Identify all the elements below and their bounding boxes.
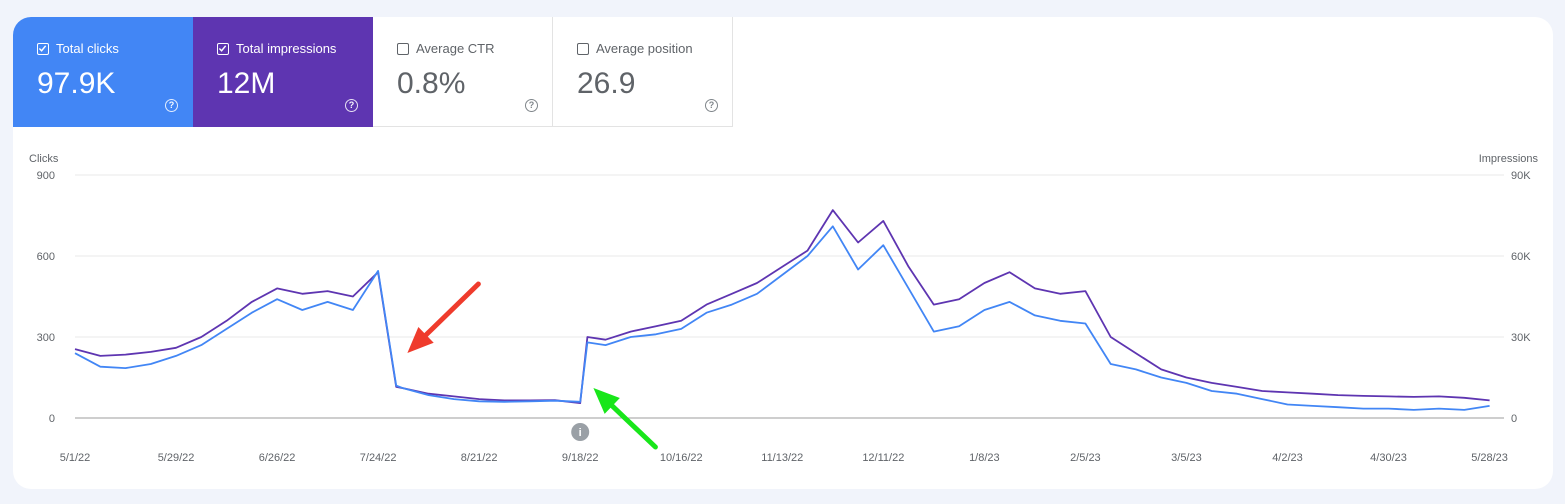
red-arrow <box>407 281 481 353</box>
checkbox-checked-icon[interactable] <box>217 43 229 55</box>
x-tick-label: 4/30/23 <box>1370 452 1407 464</box>
metric-value: 97.9K <box>37 67 116 100</box>
y-left-tick-label: 300 <box>37 332 55 344</box>
gridlines <box>75 174 1504 419</box>
y-right-tick-label: 60K <box>1511 251 1531 263</box>
help-icon[interactable]: ? <box>165 99 178 112</box>
metric-label: Average CTR <box>416 41 495 56</box>
y-axis-ticks: 0 300 600 900 0 30K 60K 90K <box>37 170 1532 425</box>
info-icon[interactable]: i <box>571 423 590 441</box>
performance-card: Total clicks 97.9K ? Total impressions 1… <box>13 17 1553 489</box>
metric-label: Total clicks <box>56 41 119 56</box>
performance-chart: Clicks Impressions 0300600900030K60K90K … <box>29 153 1539 464</box>
annotations: i <box>407 281 658 450</box>
checkbox-unchecked-icon[interactable] <box>397 43 409 55</box>
metric-total-impressions[interactable]: Total impressions 12M ? <box>193 17 373 127</box>
x-tick-label: 10/16/22 <box>660 452 703 464</box>
x-tick-label: 12/11/22 <box>862 452 904 464</box>
metric-value: 12M <box>217 67 276 100</box>
x-tick-label: 8/21/22 <box>461 452 498 464</box>
help-icon[interactable]: ? <box>705 99 718 112</box>
help-icon[interactable]: ? <box>345 99 358 112</box>
x-tick-label: 6/26/22 <box>259 452 296 464</box>
x-tick-label: 5/1/22 <box>60 452 91 464</box>
x-tick-label: 5/28/23 <box>1471 452 1508 464</box>
x-tick-label: 1/8/23 <box>969 452 1000 464</box>
x-tick-label: 4/2/23 <box>1272 452 1303 464</box>
y-left-tick-label: 900 <box>37 170 55 182</box>
series-line-clicks <box>74 225 1490 411</box>
metric-label: Total impressions <box>236 41 337 56</box>
y-right-tick-label: 30K <box>1511 332 1531 344</box>
y-right-tick-label: 90K <box>1511 170 1531 182</box>
svg-text:i: i <box>579 427 582 439</box>
metric-label: Average position <box>596 41 693 56</box>
metric-total-clicks[interactable]: Total clicks 97.9K ? <box>13 17 193 127</box>
x-tick-label: 9/18/22 <box>562 452 599 464</box>
x-tick-label: 11/13/22 <box>761 452 803 464</box>
y-left-tick-label: 0 <box>49 413 55 425</box>
metric-value: 26.9 <box>577 67 636 100</box>
y-right-tick-label: 0 <box>1511 413 1517 425</box>
right-axis-title: Impressions <box>1479 153 1539 165</box>
metric-average-ctr[interactable]: Average CTR 0.8% ? <box>373 17 553 127</box>
x-tick-label: 3/5/23 <box>1171 452 1202 464</box>
series-lines <box>74 209 1490 411</box>
metric-value: 0.8% <box>397 67 466 100</box>
x-tick-label: 7/24/22 <box>360 452 397 464</box>
series-line-impressions <box>74 209 1490 404</box>
checkbox-checked-icon[interactable] <box>37 43 49 55</box>
x-axis-ticks: 5/1/22 5/29/22 6/26/22 7/24/22 8/21/22 9/18/2… <box>60 452 1508 464</box>
x-tick-label: 5/29/22 <box>158 452 195 464</box>
left-axis-title: Clicks <box>29 153 59 165</box>
metric-average-position[interactable]: Average position 26.9 ? <box>553 17 733 127</box>
green-arrow <box>593 388 658 450</box>
checkbox-unchecked-icon[interactable] <box>577 43 589 55</box>
help-icon[interactable]: ? <box>525 99 538 112</box>
x-tick-label: 2/5/23 <box>1070 452 1101 464</box>
y-left-tick-label: 600 <box>37 251 55 263</box>
